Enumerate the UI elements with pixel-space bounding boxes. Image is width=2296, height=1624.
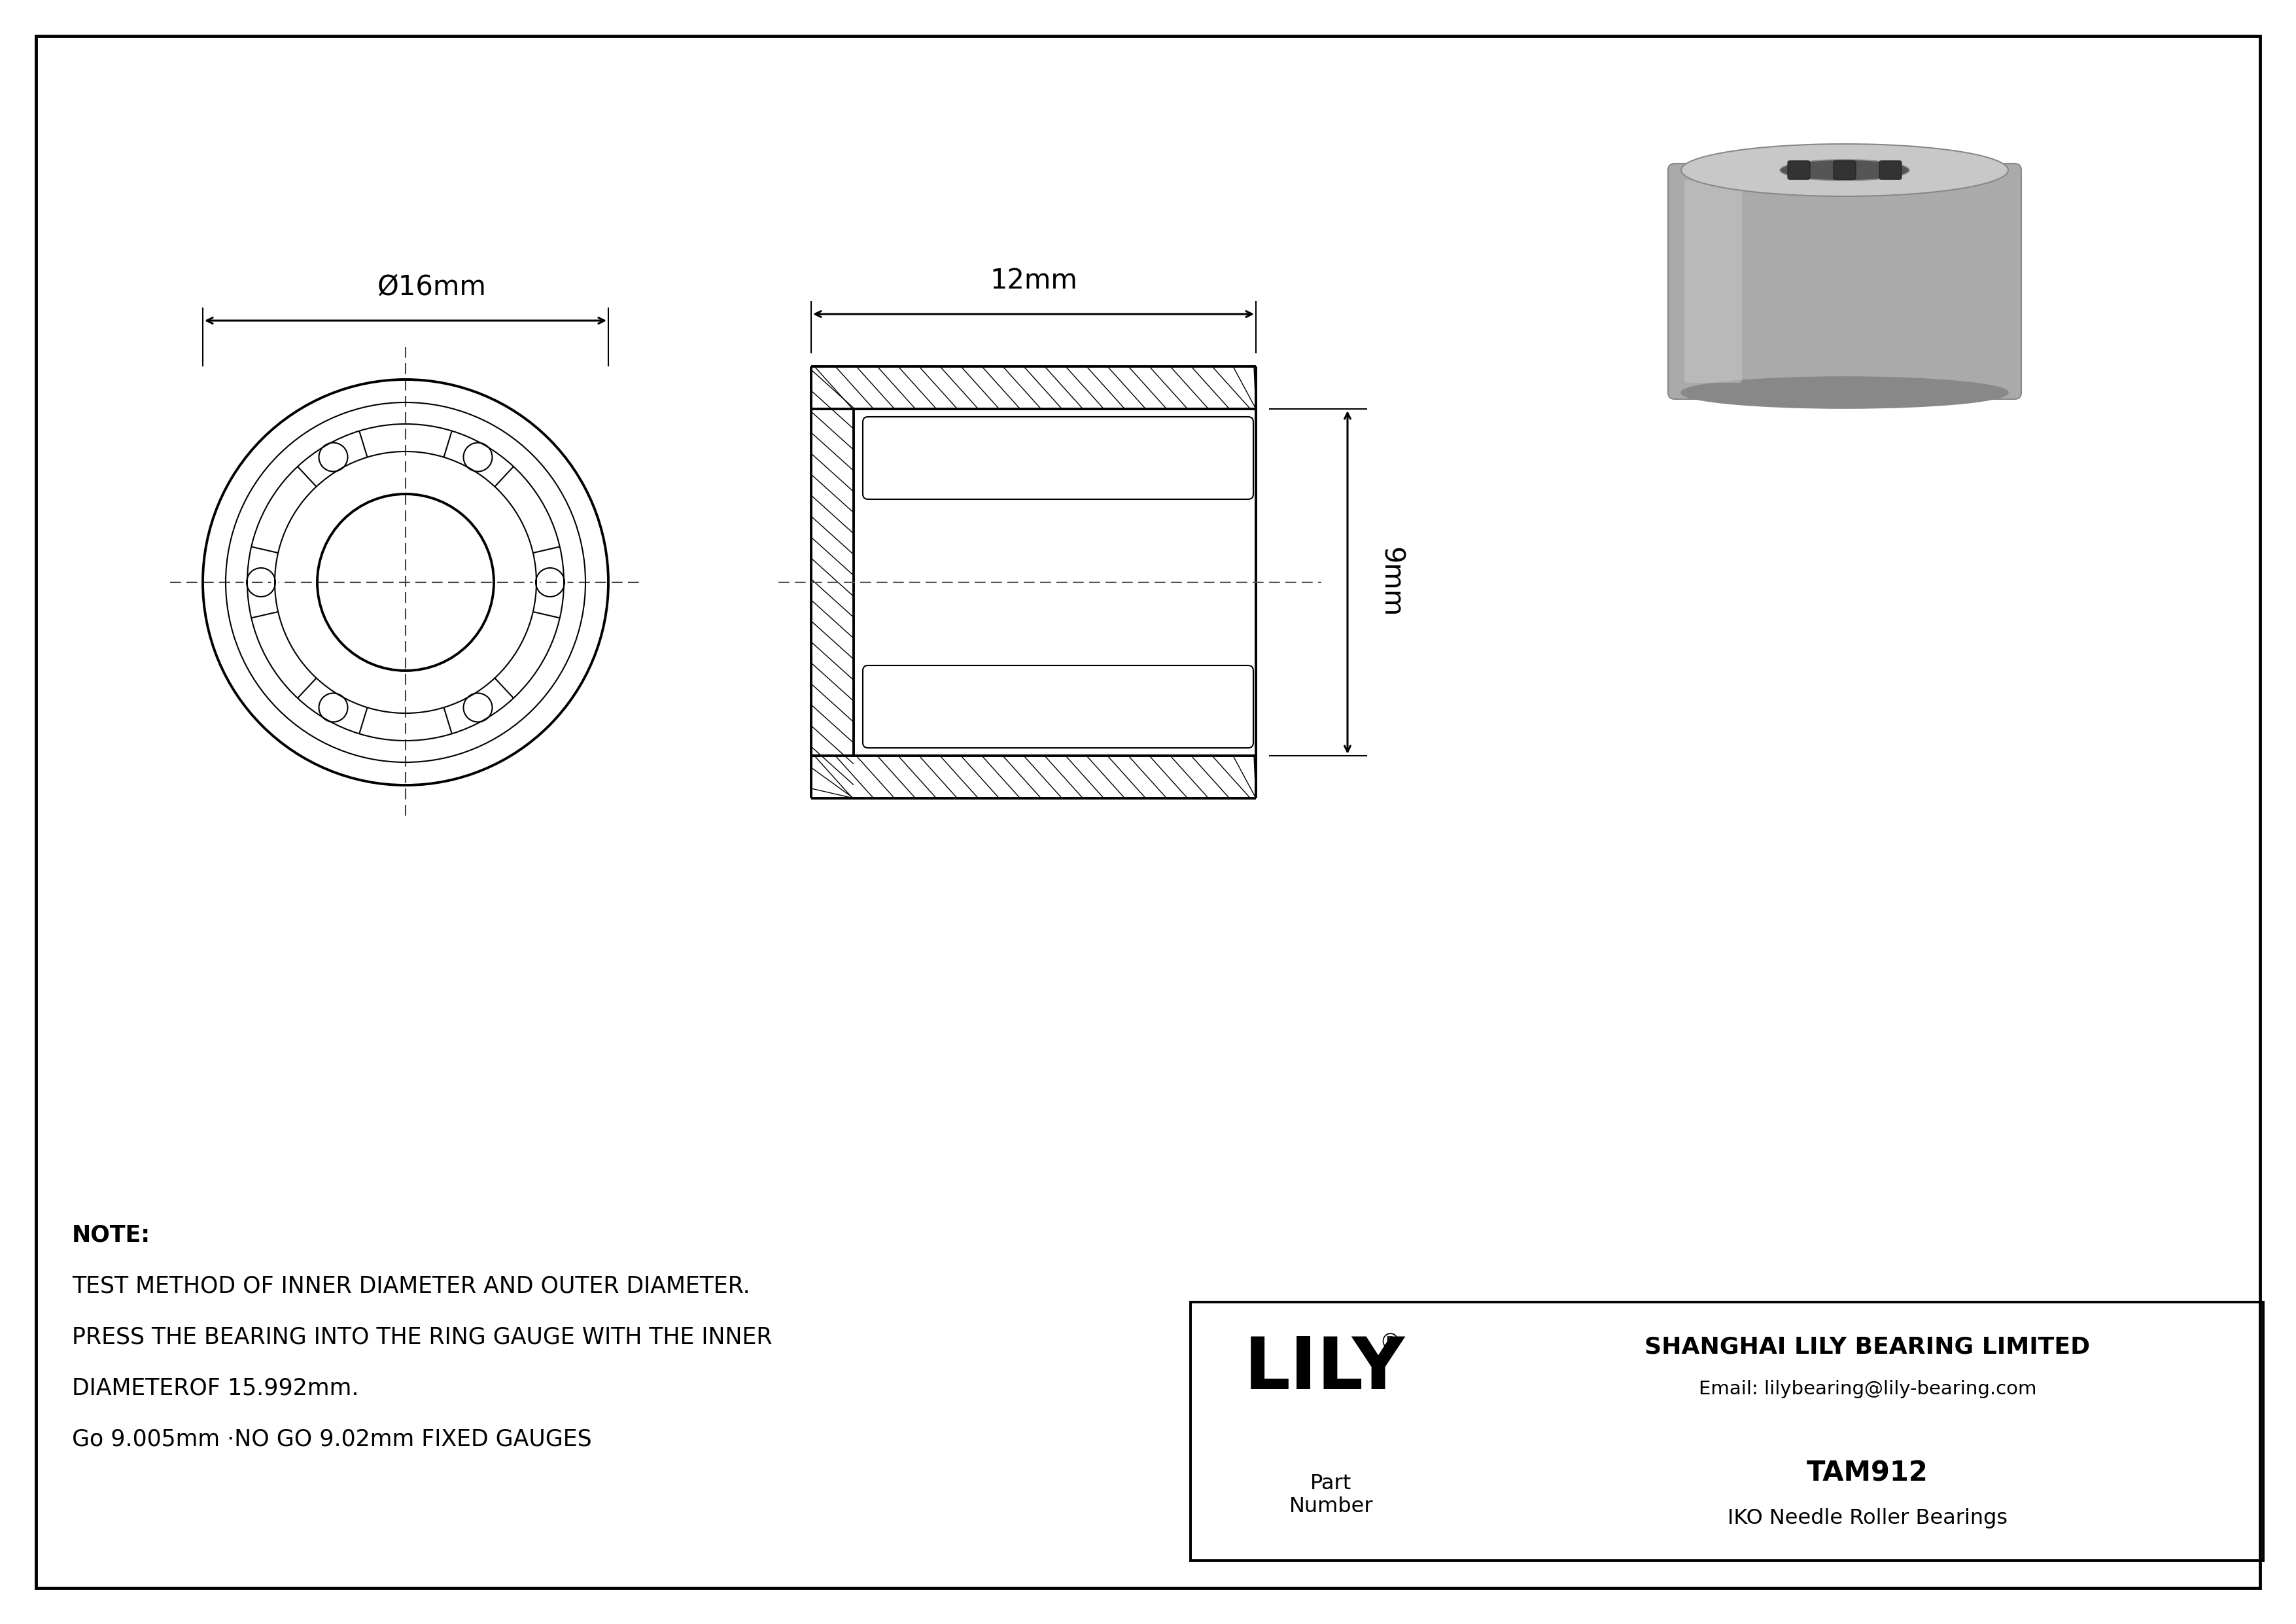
Text: Go 9.005mm ·NO GO 9.02mm FIXED GAUGES: Go 9.005mm ·NO GO 9.02mm FIXED GAUGES — [71, 1427, 592, 1450]
Text: TEST METHOD OF INNER DIAMETER AND OUTER DIAMETER.: TEST METHOD OF INNER DIAMETER AND OUTER … — [71, 1275, 751, 1298]
Ellipse shape — [1779, 159, 1910, 180]
Text: IKO Needle Roller Bearings: IKO Needle Roller Bearings — [1727, 1509, 2007, 1528]
Text: Part
Number: Part Number — [1288, 1473, 1373, 1517]
Text: PRESS THE BEARING INTO THE RING GAUGE WITH THE INNER: PRESS THE BEARING INTO THE RING GAUGE WI… — [71, 1325, 771, 1348]
FancyBboxPatch shape — [1667, 164, 2020, 400]
FancyBboxPatch shape — [863, 666, 1254, 749]
Text: ®: ® — [1380, 1332, 1401, 1354]
Bar — [1192, 1302, 2264, 1561]
Ellipse shape — [1681, 145, 2009, 197]
Text: LILY: LILY — [1244, 1335, 1405, 1405]
Text: DIAMETEROF 15.992mm.: DIAMETEROF 15.992mm. — [71, 1377, 358, 1398]
FancyBboxPatch shape — [1835, 161, 1855, 179]
FancyBboxPatch shape — [1685, 180, 1743, 383]
Text: 12mm: 12mm — [990, 266, 1077, 294]
FancyBboxPatch shape — [1789, 161, 1809, 179]
Text: TAM912: TAM912 — [1807, 1458, 1929, 1486]
FancyBboxPatch shape — [863, 417, 1254, 499]
Text: NOTE:: NOTE: — [71, 1223, 152, 1246]
Ellipse shape — [1681, 377, 2009, 408]
Text: Ø16mm: Ø16mm — [377, 273, 487, 300]
FancyBboxPatch shape — [1880, 161, 1901, 179]
Text: 9mm: 9mm — [1378, 547, 1405, 617]
Text: Email: lilybearing@lily-bearing.com: Email: lilybearing@lily-bearing.com — [1699, 1380, 2037, 1398]
Text: SHANGHAI LILY BEARING LIMITED: SHANGHAI LILY BEARING LIMITED — [1644, 1335, 2089, 1358]
